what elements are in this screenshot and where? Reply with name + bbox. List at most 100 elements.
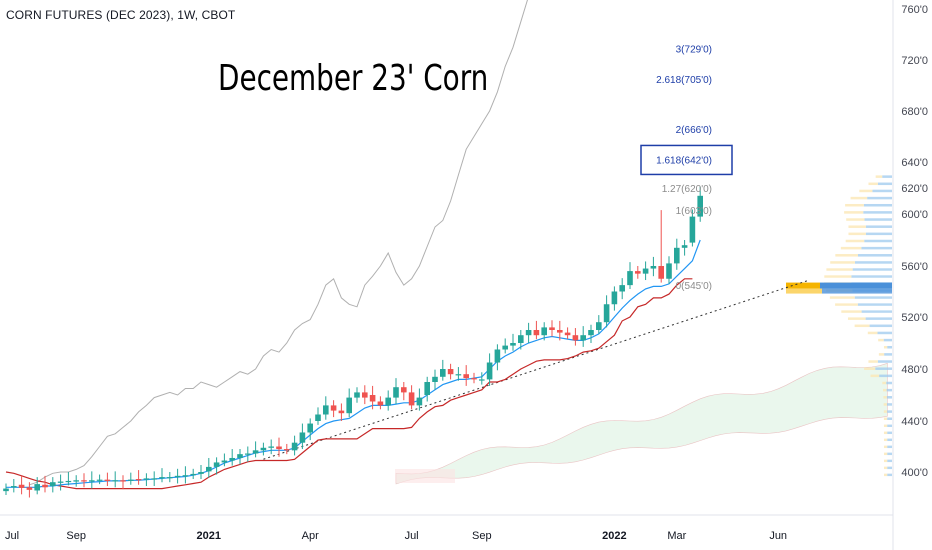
- profile-bar-down: [847, 317, 866, 320]
- fib-level-label: 1.618(642'0): [656, 155, 712, 166]
- candle-body: [666, 263, 672, 279]
- profile-bar-up: [886, 396, 892, 399]
- price-tick-bg: [896, 179, 932, 197]
- candle-body: [229, 457, 235, 461]
- candle-body: [34, 484, 40, 491]
- time-axis[interactable]: Jul Sep 2021 Apr Jul Sep 2022 Mar Jun: [5, 530, 787, 542]
- candle: [455, 367, 462, 381]
- price-axis[interactable]: 760'0 720'0 680'0 640'0 620'0 600'0 560'0 520'0…: [896, 4, 932, 479]
- profile-bar-down: [864, 367, 876, 370]
- profile-bar-up: [886, 381, 892, 385]
- candle-body: [393, 387, 399, 398]
- profile-bar-down: [824, 275, 852, 278]
- profile-bar-up: [854, 261, 892, 264]
- candle-body: [50, 482, 56, 487]
- profile-bar-up: [887, 431, 892, 435]
- price-tick-label: 640'0: [901, 157, 928, 169]
- candle-body: [112, 480, 118, 482]
- candle-body: [416, 397, 423, 406]
- profile-bar-up: [864, 218, 892, 221]
- profile-bar-up: [887, 445, 892, 449]
- candle: [377, 396, 384, 410]
- price-tick-label: 760'0: [901, 4, 928, 16]
- candle-body: [580, 335, 586, 341]
- fib-level-label: 2.618(705'0): [656, 75, 712, 86]
- candle: [112, 471, 118, 488]
- candle: [135, 470, 142, 485]
- candle: [385, 390, 391, 411]
- price-tick-label: 440'0: [901, 416, 928, 428]
- poc-bar-up: [820, 282, 892, 289]
- price-tick-label: 520'0: [901, 312, 928, 324]
- candle-body: [338, 410, 345, 414]
- profile-bar-up: [872, 189, 892, 193]
- candle-body: [424, 382, 430, 395]
- candle: [518, 330, 524, 350]
- profile-bar-up: [877, 360, 892, 363]
- candle-body: [455, 374, 462, 376]
- candle-body: [206, 466, 212, 472]
- candle-body: [377, 401, 384, 406]
- candle-body: [369, 395, 376, 402]
- candle: [510, 333, 516, 351]
- profile-bar-up: [852, 268, 892, 271]
- candle: [533, 320, 540, 340]
- profile-bar-down: [829, 296, 855, 299]
- comparison-line: [29, 0, 528, 486]
- fib-level-label: 3(729'0): [676, 45, 712, 56]
- price-tick-label: 620'0: [901, 183, 928, 195]
- candle-body: [533, 330, 540, 336]
- profile-bar-up: [854, 296, 892, 299]
- symbol-header: CORN FUTURES (DEC 2023), 1W, CBOT: [6, 8, 236, 22]
- time-tick-label: 2022: [602, 530, 626, 542]
- candle-body: [190, 473, 196, 476]
- profile-bar-down: [845, 203, 864, 207]
- candle: [674, 238, 680, 270]
- profile-bar-down: [846, 218, 865, 221]
- candle: [276, 437, 282, 457]
- profile-bar-up: [887, 410, 892, 413]
- candle: [479, 372, 485, 385]
- profile-bar-down: [883, 345, 888, 349]
- price-tick-label: 720'0: [901, 55, 928, 67]
- candle: [221, 453, 228, 467]
- candle-body: [596, 322, 602, 330]
- poc-bar-down: [786, 288, 822, 294]
- candle-body: [385, 397, 391, 406]
- candle: [338, 403, 345, 421]
- candle-body: [346, 397, 352, 414]
- profile-bar-up: [864, 239, 892, 243]
- candle-body: [557, 330, 563, 333]
- profile-bar-down: [883, 396, 887, 399]
- profile-bar-up: [867, 196, 892, 200]
- candle-body: [323, 405, 329, 415]
- profile-bar-up: [869, 324, 892, 328]
- cloud-area: [395, 362, 888, 485]
- candle-body: [268, 446, 274, 448]
- candle-body: [642, 268, 649, 274]
- comparison-line-path: [29, 0, 528, 486]
- profile-bar-down: [883, 403, 888, 406]
- profile-bar-down: [883, 417, 888, 420]
- time-tick-label: Sep: [472, 530, 492, 542]
- candle: [81, 473, 87, 488]
- profile-bar-up: [887, 459, 892, 463]
- profile-bar-down: [835, 254, 858, 257]
- baseline-path: [5, 278, 693, 490]
- price-tick-label: 560'0: [901, 261, 928, 273]
- candle: [549, 320, 555, 337]
- candlesticks: [3, 186, 703, 498]
- candle: [330, 400, 337, 418]
- candle: [206, 457, 212, 478]
- candle: [401, 382, 407, 401]
- profile-bar-up: [877, 182, 892, 186]
- candle: [463, 365, 469, 386]
- candle: [73, 475, 79, 487]
- candle: [34, 477, 40, 495]
- candle: [89, 471, 95, 489]
- candle: [174, 468, 181, 484]
- trendline-path: [263, 279, 810, 460]
- candle-body: [541, 327, 547, 336]
- fib-level-label: 1(603'0): [676, 206, 712, 217]
